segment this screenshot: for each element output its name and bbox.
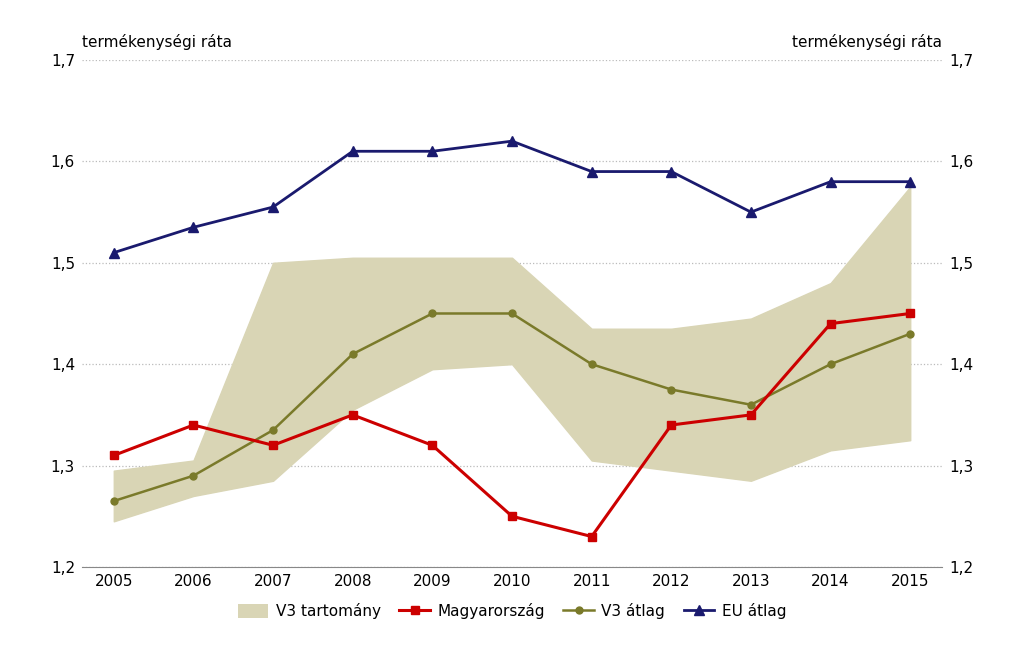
Legend: V3 tartomány, Magyarország, V3 átlag, EU átlag: V3 tartomány, Magyarország, V3 átlag, EU…: [231, 597, 793, 625]
Text: termékenységi ráta: termékenységi ráta: [793, 34, 942, 50]
Text: termékenységi ráta: termékenységi ráta: [82, 34, 231, 50]
